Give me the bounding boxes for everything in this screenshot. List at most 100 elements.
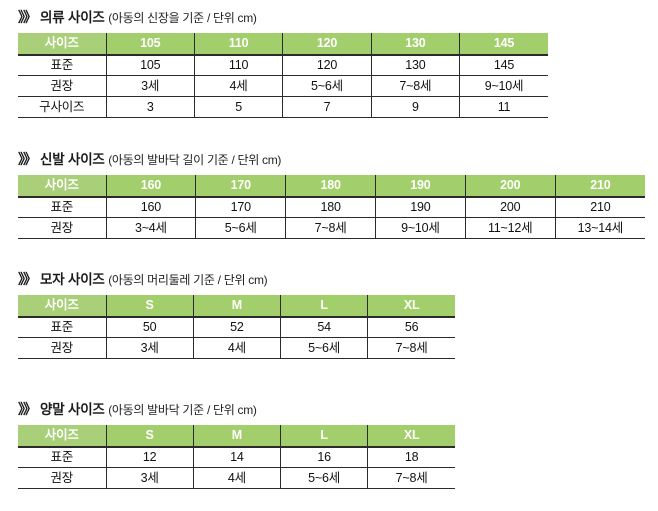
column-header: S	[106, 294, 194, 318]
table-row: 권장 3세 4세 5~6세 7~8세 9~10세	[18, 75, 548, 97]
section-title-note: (아동의 발바닥 기준 / 단위 cm)	[108, 403, 257, 417]
table-cell: 180	[285, 196, 376, 218]
table-cell: 11~12세	[465, 217, 556, 239]
table-cell: 13~14세	[555, 217, 645, 239]
table-row: 표준 50 52 54 56	[18, 316, 455, 338]
chevron-double-right-icon: 》》	[18, 151, 37, 167]
table-cell: 56	[367, 316, 455, 338]
table-shoe-sizes: 사이즈 160 170 180 190 200 210 표준 160 170 1…	[18, 174, 645, 239]
column-header: 120	[282, 32, 372, 56]
section-socks: 》》 양말 사이즈 (아동의 발바닥 기준 / 단위 cm) 사이즈 S M L …	[18, 402, 455, 489]
section-hat: 》》 모자 사이즈 (아동의 머리둘레 기준 / 단위 cm) 사이즈 S M L…	[18, 272, 455, 359]
column-header: 190	[375, 174, 466, 198]
table-cell: 7~8세	[367, 337, 455, 359]
table-cell: 3세	[106, 467, 194, 489]
chevron-double-right-icon: 》》	[18, 401, 37, 417]
header-row: 사이즈 160 170 180 190 200 210	[18, 174, 645, 198]
table-cell: 54	[280, 316, 369, 338]
table-cell: 105	[106, 54, 195, 76]
table-cell: 7~8세	[285, 217, 376, 239]
row-label: 권장	[18, 337, 107, 359]
section-title-clothing: 》》 의류 사이즈 (아동의 신장을 기준 / 단위 cm)	[18, 10, 548, 25]
column-header: XL	[367, 424, 455, 448]
table-cell: 3세	[106, 75, 195, 97]
table-cell: 5~6세	[282, 75, 372, 97]
table-row: 권장 3~4세 5~6세 7~8세 9~10세 11~12세 13~14세	[18, 217, 645, 239]
table-sock-sizes: 사이즈 S M L XL 표준 12 14 16 18 권장 3세	[18, 424, 455, 489]
table-row: 표준 160 170 180 190 200 210	[18, 196, 645, 218]
table-cell: 11	[459, 96, 548, 118]
column-header: 110	[194, 32, 284, 56]
table-row: 구사이즈 3 5 7 9 11	[18, 96, 548, 118]
table-clothing-sizes: 사이즈 105 110 120 130 145 표준 105 110 120 1…	[18, 32, 548, 118]
column-header: 200	[465, 174, 556, 198]
column-header: 사이즈	[18, 32, 107, 56]
column-header: M	[193, 424, 282, 448]
column-header: M	[193, 294, 282, 318]
section-title-text: 양말 사이즈	[40, 402, 105, 417]
table-cell: 7	[282, 96, 372, 118]
section-title-socks: 》》 양말 사이즈 (아동의 발바닥 기준 / 단위 cm)	[18, 402, 455, 417]
table-cell: 3세	[106, 337, 194, 359]
table-row: 권장 3세 4세 5~6세 7~8세	[18, 467, 455, 489]
table-head: 사이즈 S M L XL	[18, 294, 455, 318]
column-header: 사이즈	[18, 174, 107, 198]
row-label: 표준	[18, 54, 107, 76]
table-cell: 130	[371, 54, 461, 76]
table-cell: 7~8세	[371, 75, 461, 97]
table-cell: 16	[280, 446, 369, 468]
table-row: 표준 12 14 16 18	[18, 446, 455, 468]
column-header: L	[280, 294, 369, 318]
row-label: 권장	[18, 75, 107, 97]
table-cell: 9	[371, 96, 461, 118]
section-shoes: 》》 신발 사이즈 (아동의 발바닥 길이 기준 / 단위 cm) 사이즈 160…	[18, 152, 645, 239]
column-header: 145	[459, 32, 548, 56]
table-cell: 3	[106, 96, 195, 118]
table-cell: 110	[194, 54, 284, 76]
table-body: 표준 50 52 54 56 권장 3세 4세 5~6세 7~8세	[18, 316, 455, 359]
column-header: XL	[367, 294, 455, 318]
row-label: 표준	[18, 446, 107, 468]
column-header: 105	[106, 32, 195, 56]
section-title-note: (아동의 신장을 기준 / 단위 cm)	[108, 11, 257, 25]
table-row: 표준 105 110 120 130 145	[18, 54, 548, 76]
table-cell: 5~6세	[195, 217, 287, 239]
column-header: S	[106, 424, 194, 448]
section-title-text: 모자 사이즈	[40, 272, 105, 287]
chevron-double-right-icon: 》》	[18, 271, 37, 287]
column-header: L	[280, 424, 369, 448]
row-label: 권장	[18, 467, 107, 489]
column-header: 130	[371, 32, 461, 56]
table-cell: 14	[193, 446, 282, 468]
section-title-text: 신발 사이즈	[40, 152, 105, 167]
header-row: 사이즈 S M L XL	[18, 424, 455, 448]
section-title-note: (아동의 머리둘레 기준 / 단위 cm)	[108, 273, 268, 287]
table-cell: 5	[194, 96, 284, 118]
table-body: 표준 160 170 180 190 200 210 권장 3~4세 5~6세 …	[18, 196, 645, 239]
header-row: 사이즈 S M L XL	[18, 294, 455, 318]
table-cell: 160	[106, 196, 197, 218]
column-header: 170	[195, 174, 287, 198]
table-cell: 120	[282, 54, 372, 76]
column-header: 180	[285, 174, 376, 198]
table-row: 권장 3세 4세 5~6세 7~8세	[18, 337, 455, 359]
column-header: 사이즈	[18, 294, 107, 318]
table-head: 사이즈 105 110 120 130 145	[18, 32, 548, 56]
table-cell: 52	[193, 316, 282, 338]
table-cell: 12	[106, 446, 194, 468]
chevron-double-right-icon: 》》	[18, 9, 37, 25]
table-cell: 9~10세	[459, 75, 548, 97]
table-cell: 190	[375, 196, 466, 218]
table-cell: 7~8세	[367, 467, 455, 489]
table-cell: 200	[465, 196, 556, 218]
section-title-hat: 》》 모자 사이즈 (아동의 머리둘레 기준 / 단위 cm)	[18, 272, 455, 287]
table-cell: 4세	[193, 467, 282, 489]
column-header: 160	[106, 174, 197, 198]
table-cell: 4세	[194, 75, 284, 97]
table-cell: 170	[195, 196, 287, 218]
table-cell: 145	[459, 54, 548, 76]
table-cell: 210	[555, 196, 645, 218]
row-label: 표준	[18, 196, 107, 218]
table-body: 표준 12 14 16 18 권장 3세 4세 5~6세 7~8세	[18, 446, 455, 489]
